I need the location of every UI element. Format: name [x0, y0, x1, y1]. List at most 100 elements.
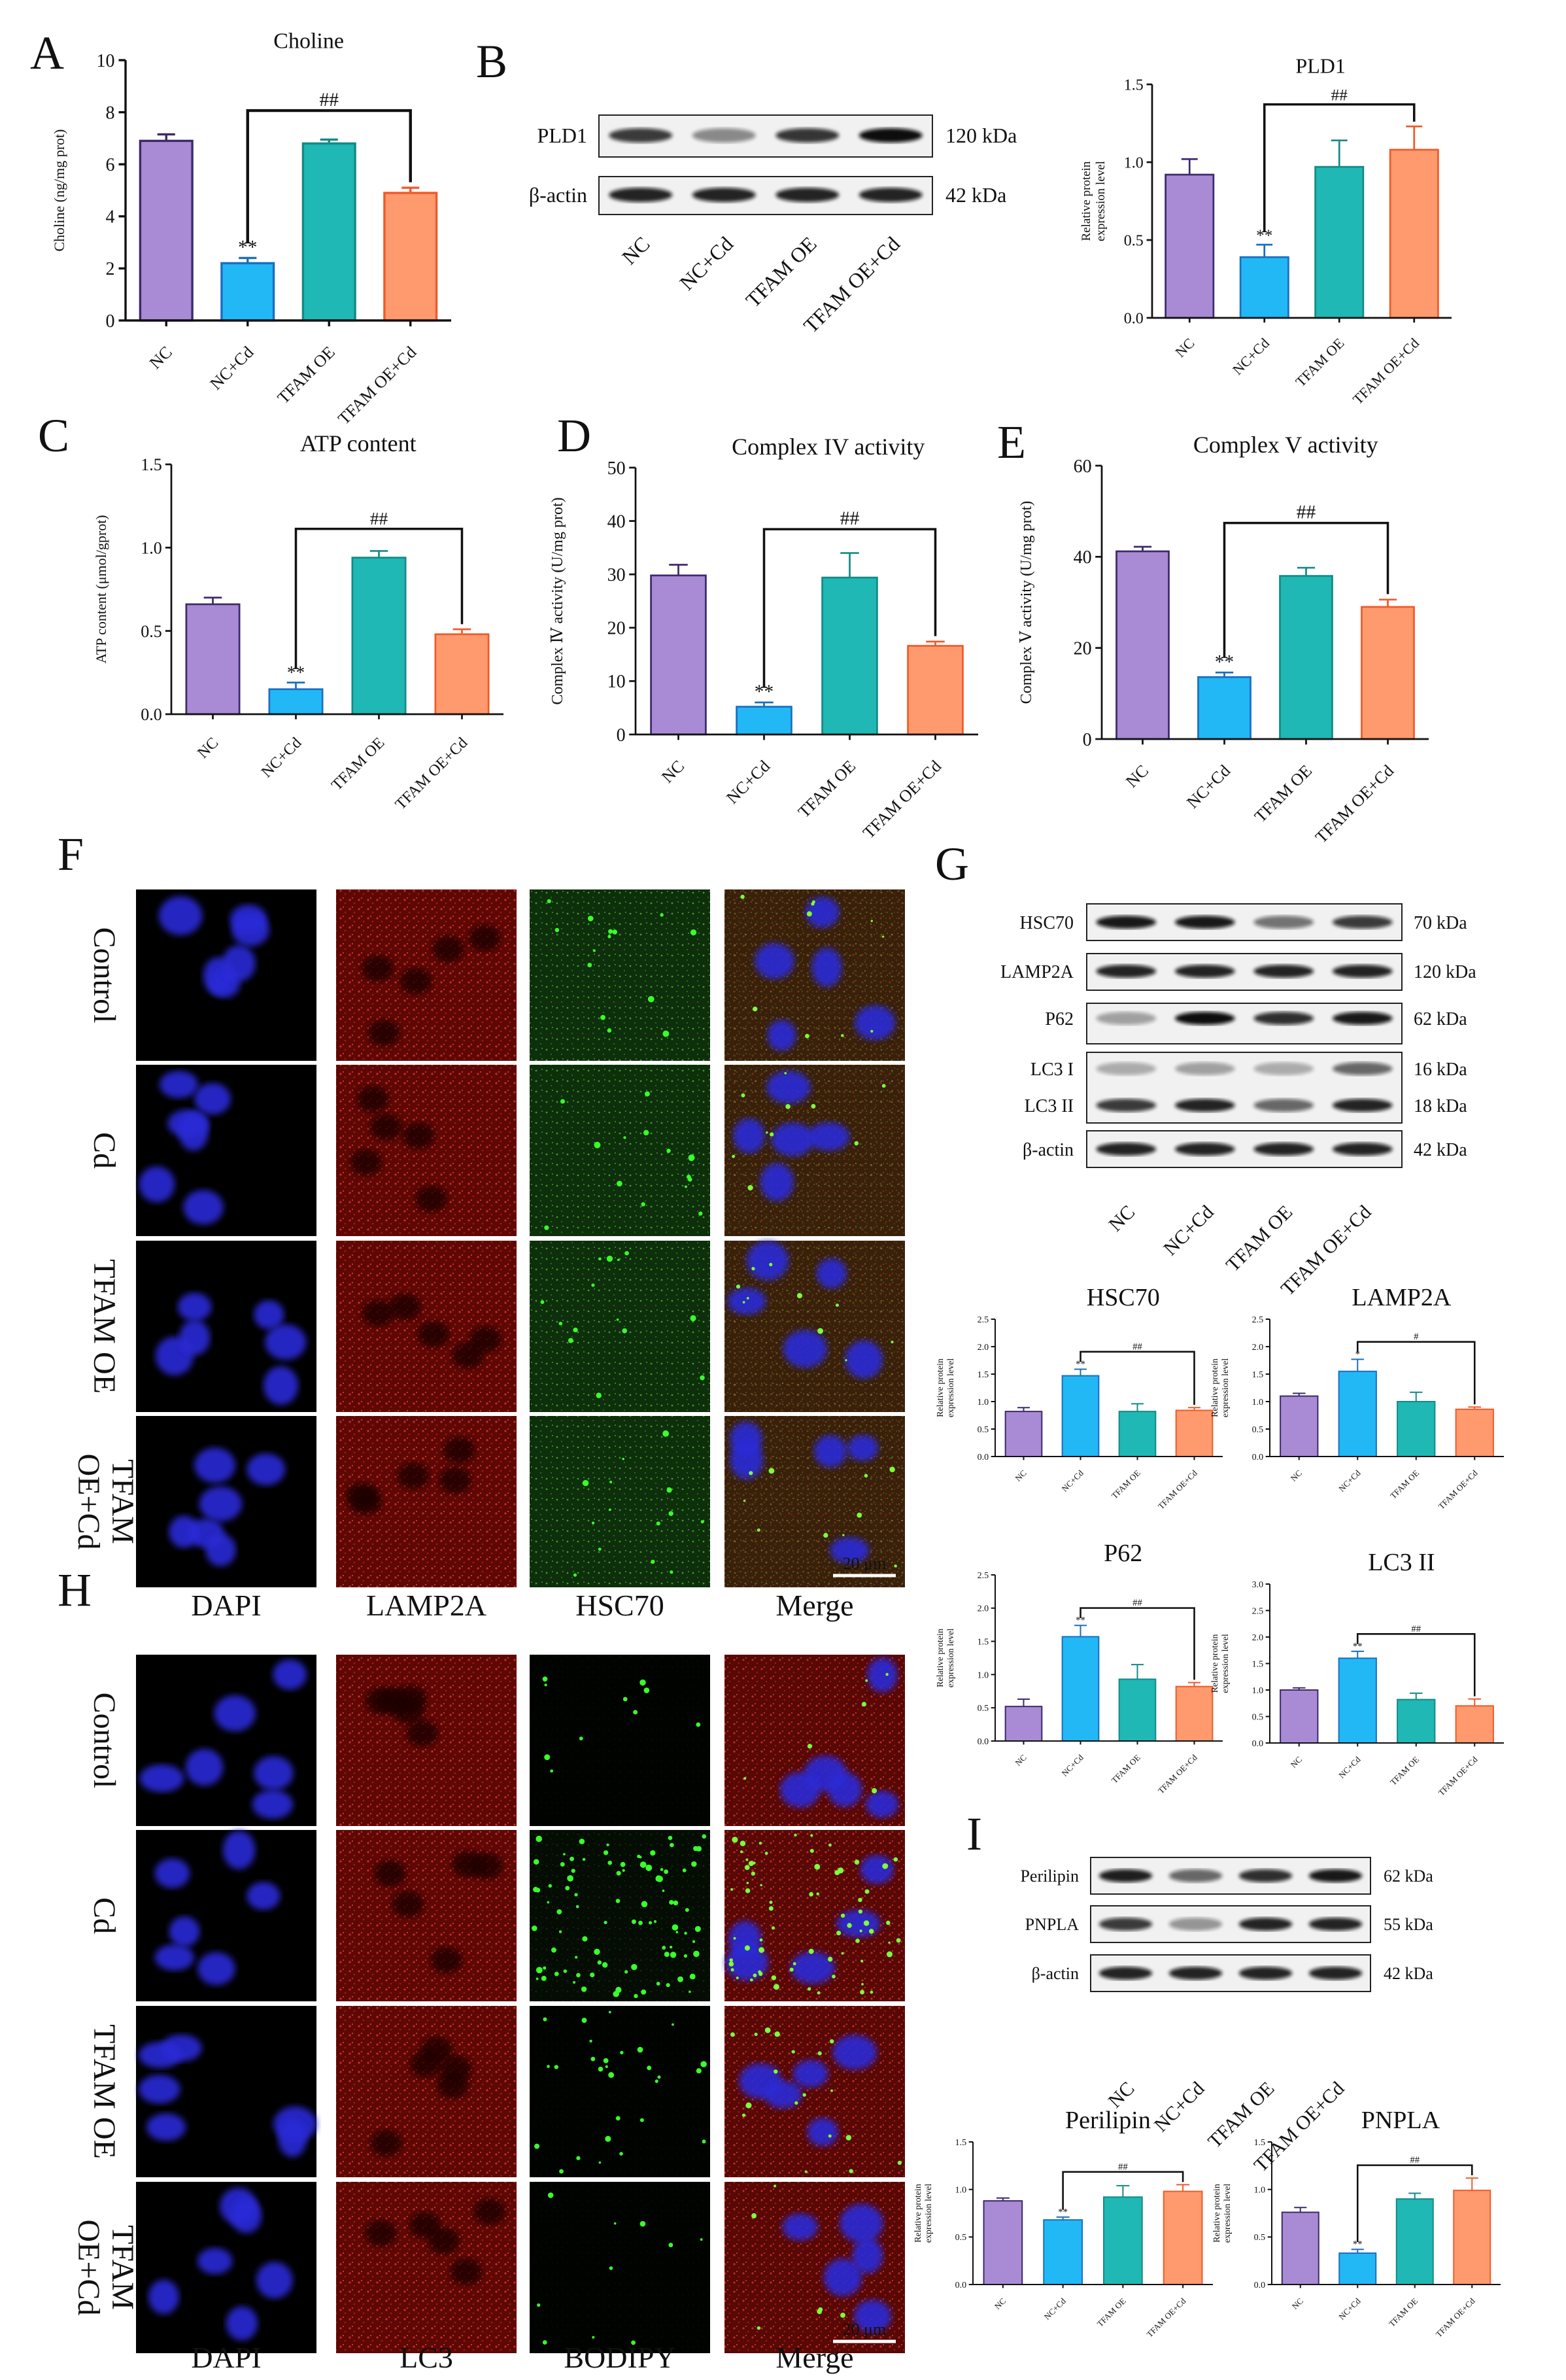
tile-green-dot [692, 1940, 696, 1943]
tile-green-dot [571, 1869, 575, 1873]
scale-bar-label-H: 20 μm [843, 2320, 887, 2339]
micrograph-row-label-H: Cd [87, 1897, 122, 1934]
ytick-label-complexv: 0 [1083, 730, 1092, 750]
tile-merge-dot [760, 1884, 762, 1887]
tile-red-void [362, 1300, 394, 1327]
tile-merge-dot [791, 2050, 795, 2054]
tile-merge-dot [861, 1702, 867, 1707]
tile-green-dot [688, 1177, 692, 1182]
xtick-label-lc3ii: NC [1289, 1755, 1304, 1770]
tile-merge-dot [885, 1863, 889, 1867]
chart-p62: ** 0.0 0.5 1.0 1.5 2.0 2.5 NC NC+Cd TFAM OE TFAM O… [936, 1540, 1223, 1795]
tile-merge-dot [736, 1976, 739, 1980]
tile-green-dot [672, 2023, 674, 2026]
tile-merge-dot [889, 1466, 895, 1473]
ytick-label-lamp2a: 1.5 [1252, 1370, 1264, 1380]
tile-green-dot [609, 1508, 611, 1511]
tile-merge-dot [893, 1857, 898, 1862]
micrograph-row-label-line: TFAM [105, 1459, 140, 1544]
nucleus [767, 1020, 796, 1051]
tile-green-dot [563, 1969, 568, 1973]
xtick-label-pnpla: NC [1290, 2296, 1305, 2311]
blot-lane-label-G: NC [1104, 1201, 1139, 1236]
micrograph-col-label-F: HSC70 [575, 1589, 664, 1622]
bar-atp-3 [434, 633, 490, 716]
tile-green-dot [573, 1327, 578, 1333]
xtick-label-complexiv: TFAM OE [794, 757, 859, 821]
tile-merge-dot [823, 1532, 828, 1538]
chart-title-perilipin: Perilipin [1065, 2107, 1151, 2134]
tile-green-texture [530, 1065, 710, 1236]
tile-green-dot [700, 1375, 705, 1381]
tile-red-void [439, 2055, 471, 2082]
tile-red-void [403, 1122, 435, 1149]
blot-lane-label-G: TFAM OE [1222, 1201, 1297, 1276]
tile-merge-dot [736, 1285, 741, 1289]
xtick-label-perilipin: NC+Cd [1042, 2296, 1068, 2322]
chart-title-atp: ATP content [300, 430, 417, 457]
micrograph-row-label-line: Control [87, 1693, 122, 1789]
tile-merge-dot [841, 1952, 844, 1955]
tile-merge-dot [860, 1959, 864, 1963]
ytick-label-pnpla: 1.0 [1254, 2186, 1266, 2196]
tile-merge-dot [808, 1948, 814, 1954]
xtick-label-p62: NC+Cd [1060, 1752, 1086, 1778]
nucleus [278, 2120, 307, 2157]
tile-merge-dot [835, 1303, 839, 1307]
tile-green-dot [605, 2065, 608, 2069]
panel-letter-A: A [30, 27, 64, 79]
tile-merge-dot [858, 1897, 862, 1903]
band-PLD1 [692, 188, 756, 202]
ytick-label-lamp2a: 1.0 [1252, 1398, 1264, 1407]
tile-green-dot [554, 927, 560, 933]
tile-red-void [469, 925, 501, 952]
bar-p62-3 [1175, 1685, 1214, 1742]
ytick-label-lc3ii: 2.5 [1252, 1606, 1264, 1616]
tile-green-dot [582, 1857, 586, 1861]
tile-merge-dot [864, 1889, 870, 1894]
tile-green-dot [641, 1901, 648, 1908]
tile-merge-dot [860, 1990, 865, 1995]
tile-merge-dot [732, 1154, 736, 1158]
tile-merge-dot [730, 1888, 734, 1891]
tile-merge-dot [766, 1131, 768, 1134]
tile-green-dot [536, 1835, 543, 1842]
tile-green-dot [563, 1853, 566, 1855]
tile-merge-dot [758, 1842, 762, 1845]
nucleus [790, 1952, 835, 1984]
blot-row-label-I: PNPLA [1025, 1915, 1080, 1934]
blot-lane-label-G: NC+Cd [1159, 1201, 1218, 1260]
tile-green-dot [548, 1884, 553, 1888]
tile-green-dot [622, 1457, 624, 1460]
bar-pld1-3 [1389, 148, 1439, 319]
chart-perilipin: ** 0.0 0.5 1.0 1.5 NC NC+Cd TFAM OE TFAM OE+Cd Pe… [913, 2107, 1213, 2339]
tile-green-dot [560, 1099, 565, 1104]
ytick-label-p62: 1.5 [978, 1638, 989, 1647]
tile-green-dot [594, 1141, 601, 1148]
tile-merge-dot [773, 2184, 777, 2188]
tile-green-dot [617, 1181, 622, 1187]
nucleus [792, 2060, 828, 2088]
tile-green-dot [700, 2061, 707, 2067]
tile-merge-dot [730, 1968, 734, 1972]
tile-green-dot [622, 1869, 625, 1872]
ytick-label-lc3ii: 2.0 [1252, 1633, 1264, 1643]
micrograph-row-label-F: Cd [87, 1132, 122, 1169]
tile-green-dot [662, 1889, 665, 1892]
tile-red-void [410, 2051, 442, 2078]
nucleus [183, 1190, 224, 1225]
nucleus [273, 1659, 307, 1690]
bar-atp-2 [351, 557, 407, 716]
tile-merge-dot [810, 1834, 813, 1837]
xtick-label-atp: TFAM OE [328, 734, 388, 794]
bar-perilipin-2 [1103, 2196, 1143, 2285]
tile-green-dot [597, 1960, 602, 1965]
xtick-label-lc3ii: TFAM OE+Cd [1437, 1754, 1480, 1797]
band-I [1098, 1967, 1153, 1980]
tile-green-dot [617, 1258, 620, 1262]
tile-green-texture [530, 1655, 710, 1826]
ytick-label-complexv: 40 [1074, 547, 1092, 568]
tile-green-dot [649, 1921, 653, 1925]
tile-merge-dot [870, 1990, 874, 1994]
